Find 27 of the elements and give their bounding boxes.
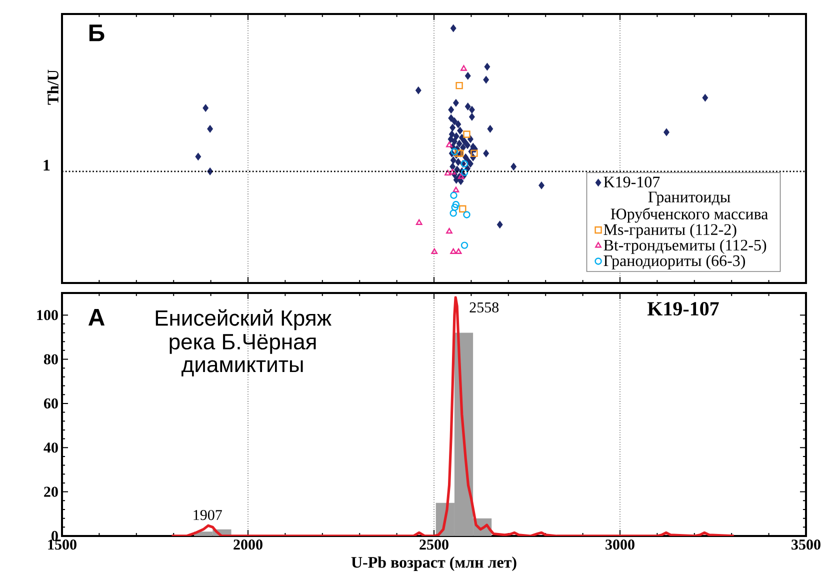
y-tick-label: 40 bbox=[44, 442, 58, 453]
annotation: K19-107 bbox=[647, 302, 719, 316]
y-axis-title: Th/U bbox=[47, 70, 58, 105]
legend-title: Гранитоиды Юрубченского массива bbox=[610, 192, 768, 223]
legend-label: Bt-трондъемиты (112-5) bbox=[604, 239, 766, 254]
x-tick-label: 3000 bbox=[606, 540, 634, 550]
annotation: Енисейский Кряж bbox=[156, 309, 332, 330]
legend-label: Ms-граниты (112-2) bbox=[604, 224, 736, 238]
x-tick-label: 1500 bbox=[48, 540, 76, 550]
text: 1 bbox=[44, 160, 50, 170]
legend-label: K19-107 bbox=[604, 176, 660, 188]
y-tick-label: 80 bbox=[44, 354, 58, 364]
y-tick-label: 0 bbox=[52, 530, 58, 542]
annotation: диамиктиты bbox=[182, 360, 303, 376]
x-tick-label: 3500 bbox=[792, 540, 820, 550]
legend-label: Гранодиориты (66-3) bbox=[604, 254, 746, 270]
annotation: А bbox=[88, 309, 105, 326]
annotation: Б bbox=[89, 24, 104, 42]
y-tick-label: 60 bbox=[44, 398, 58, 408]
y-tick-label: 20 bbox=[44, 486, 58, 497]
annotation: 1907 bbox=[194, 510, 222, 520]
x-tick-label: 2500 bbox=[420, 540, 448, 550]
annotation: река Б.Чёрная bbox=[170, 334, 316, 354]
x-tick-label: 2000 bbox=[234, 540, 262, 550]
x-axis-title: U-Pb возраст (млн лет) bbox=[351, 556, 516, 572]
y-tick-label: 100 bbox=[37, 310, 58, 320]
annotation: 2558 bbox=[470, 302, 499, 312]
